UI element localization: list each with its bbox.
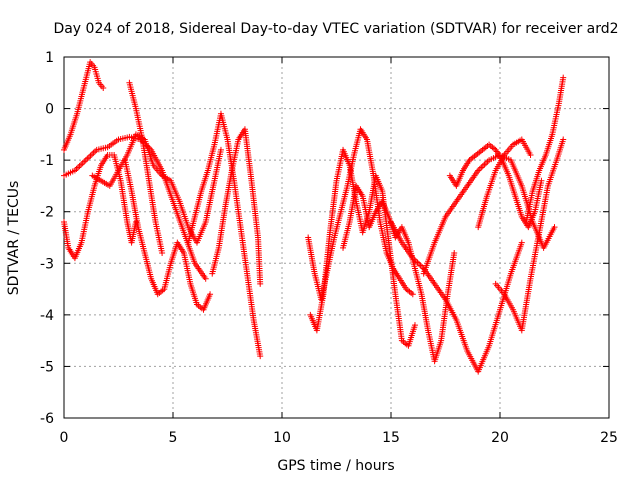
- series-track-7: [185, 110, 264, 360]
- data-point-marker: [482, 160, 489, 167]
- x-tick-label: 10: [273, 430, 291, 446]
- data-point-marker: [560, 74, 567, 81]
- data-point-marker: [202, 275, 209, 282]
- x-tick-label: 25: [600, 430, 618, 446]
- y-tick-label: -3: [40, 256, 54, 272]
- series-track-2: [61, 151, 139, 262]
- data-point-marker: [478, 164, 485, 171]
- data-point-marker: [551, 224, 558, 231]
- data-point-marker: [75, 164, 82, 171]
- data-point-marker: [79, 160, 86, 167]
- data-point-marker: [417, 262, 424, 269]
- series-track-15: [492, 136, 567, 334]
- y-tick-label: -1: [40, 153, 54, 169]
- y-tick-label: 1: [45, 50, 54, 66]
- chart-title: Day 024 of 2018, Sidereal Day-to-day VTE…: [53, 21, 618, 37]
- data-point-marker: [78, 161, 85, 168]
- y-tick-label: -4: [40, 308, 54, 324]
- data-point-marker: [527, 151, 534, 158]
- data-point-marker: [257, 353, 264, 360]
- data-point-marker: [87, 152, 94, 159]
- series-track-16: [523, 74, 567, 226]
- data-point-marker: [451, 249, 458, 256]
- data-point-marker: [76, 163, 83, 170]
- y-tick-label: -2: [40, 205, 54, 221]
- series-track-1: [61, 59, 107, 153]
- data-point-marker: [538, 177, 545, 184]
- series-track-12: [388, 219, 525, 375]
- data-point-marker: [89, 151, 96, 158]
- data-point-marker: [84, 155, 91, 162]
- data-point-marker: [217, 146, 224, 153]
- x-tick-label: 15: [382, 430, 400, 446]
- x-tick-label: 5: [169, 430, 178, 446]
- series-track-8: [209, 126, 264, 287]
- x-tick-labels: 0 5 10 15 20 25: [60, 430, 618, 446]
- data-point-marker: [100, 84, 107, 91]
- data-point-marker: [411, 322, 418, 329]
- y-tick-label: -6: [40, 411, 54, 427]
- x-tick-label: 0: [60, 430, 69, 446]
- data-point-marker: [560, 136, 567, 143]
- x-tick-label: 20: [491, 430, 509, 446]
- series-track-6: [126, 79, 166, 256]
- series-track-5: [122, 157, 214, 313]
- data-point-marker: [81, 158, 88, 165]
- x-axis-title: GPS time / hours: [277, 458, 394, 474]
- data-point-marker: [90, 149, 97, 156]
- data-point-marker: [132, 219, 139, 226]
- data-marks: [61, 59, 567, 375]
- series-track-11: [340, 182, 458, 365]
- series-track-17: [475, 136, 534, 231]
- data-point-marker: [479, 163, 486, 170]
- series-track-10: [307, 146, 418, 349]
- data-point-marker: [257, 280, 264, 287]
- data-point-marker: [159, 249, 166, 256]
- data-point-marker: [476, 165, 483, 172]
- data-point-marker: [414, 259, 421, 266]
- data-point-marker: [409, 291, 416, 298]
- data-point-marker: [82, 157, 89, 164]
- data-point-marker: [481, 161, 488, 168]
- y-tick-label: -5: [40, 359, 54, 375]
- axis-ticks: [63, 56, 610, 419]
- y-tick-label: 0: [45, 102, 54, 118]
- y-axis-title: SDTVAR / TECUs: [6, 181, 22, 296]
- data-point-marker: [85, 154, 92, 161]
- y-tick-labels: -6 -5 -4 -3 -2 -1 0 1: [40, 50, 54, 427]
- data-point-marker: [518, 239, 525, 246]
- data-point-marker: [207, 291, 214, 298]
